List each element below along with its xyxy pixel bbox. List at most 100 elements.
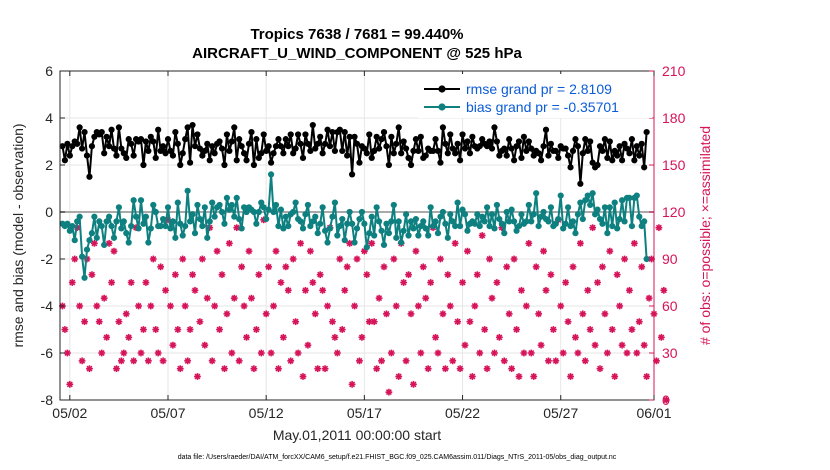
obs-count-point <box>368 239 376 247</box>
obs-count-point <box>618 341 626 349</box>
rmse-point <box>540 143 547 150</box>
obs-count-point <box>572 333 579 341</box>
bias-point <box>218 208 226 216</box>
x-tick-label: 05/22 <box>445 405 480 421</box>
rmse-point <box>123 154 130 162</box>
bias-point <box>64 220 71 227</box>
bias-point <box>265 206 272 213</box>
bias-point <box>275 223 282 230</box>
rmse-point <box>469 133 476 140</box>
bias-point <box>226 206 233 213</box>
rmse-point <box>572 136 579 143</box>
bias-point <box>113 218 120 225</box>
bias-point <box>464 227 471 234</box>
obs-count-point <box>591 341 599 349</box>
obs-count-point <box>343 263 351 271</box>
rmse-point <box>390 150 397 157</box>
rmse-point <box>263 147 270 154</box>
rmse-point <box>326 143 334 150</box>
obs-count-point <box>265 263 273 271</box>
obs-count-point <box>432 333 439 341</box>
bias-point <box>159 215 167 223</box>
rmse-point <box>245 140 253 147</box>
rmse-point <box>530 152 537 159</box>
bias-point <box>120 218 127 225</box>
rmse-point <box>562 145 569 152</box>
bias-point <box>93 234 100 241</box>
obs-count-point <box>152 326 160 333</box>
obs-count-point <box>194 373 201 380</box>
bias-point <box>78 253 86 260</box>
obs-count-point <box>324 302 331 310</box>
obs-count-point <box>532 263 540 271</box>
y-left-tick-label: 0 <box>45 204 53 220</box>
obs-count-point <box>255 271 263 279</box>
obs-count-point <box>157 263 165 271</box>
rmse-point <box>368 154 375 162</box>
bias-point <box>221 220 228 227</box>
rmse-point <box>417 133 424 140</box>
obs-count-point <box>628 326 636 333</box>
rmse-point <box>324 126 331 133</box>
bias-point <box>231 213 238 220</box>
bias-point <box>110 234 118 241</box>
rmse-point <box>589 159 596 166</box>
obs-count-point <box>336 255 344 263</box>
rmse-point <box>594 161 601 169</box>
obs-count-point <box>559 349 567 357</box>
bias-point <box>307 223 314 230</box>
bias-point <box>380 241 388 248</box>
bias-point <box>191 230 199 237</box>
rmse-point <box>258 150 265 157</box>
obs-count-point <box>287 357 295 365</box>
bias-point <box>555 215 562 223</box>
y-right-tick-label: 90 <box>662 251 678 267</box>
obs-count-point <box>456 365 464 373</box>
bias-point <box>314 230 321 237</box>
rmse-point <box>636 152 643 159</box>
bias-point <box>115 204 123 211</box>
obs-count-point <box>68 279 76 286</box>
bias-point <box>638 223 645 230</box>
rmse-point <box>199 152 206 159</box>
rmse-point <box>616 143 623 150</box>
rmse-point <box>172 129 179 136</box>
obs-count-point <box>392 302 400 310</box>
bias-point <box>86 237 93 244</box>
rmse-point <box>297 140 304 147</box>
obs-count-point <box>535 310 543 318</box>
rmse-point <box>312 145 319 152</box>
rmse-point <box>282 136 289 143</box>
rmse-point <box>88 143 96 150</box>
bias-point <box>361 220 368 227</box>
bias-point <box>321 227 329 234</box>
obs-count-point <box>351 302 358 310</box>
bias-point <box>356 215 363 223</box>
y-left-tick-label: 6 <box>45 63 53 79</box>
rmse-point <box>177 161 184 169</box>
bias-point <box>194 201 201 209</box>
rmse-point <box>319 150 326 157</box>
rmse-point <box>86 173 93 180</box>
obs-count-point <box>230 294 238 302</box>
y-left-tick-label: 4 <box>45 110 53 126</box>
bias-point <box>523 218 530 225</box>
rmse-point <box>280 150 287 157</box>
rmse-point <box>400 138 407 145</box>
rmse-point <box>385 161 393 169</box>
rmse-point <box>184 124 191 131</box>
rmse-point <box>270 150 277 157</box>
bias-point <box>206 218 213 225</box>
obs-count-point <box>417 349 425 357</box>
rmse-point <box>113 152 120 159</box>
x-tick-label: 05/12 <box>249 405 284 421</box>
bias-point <box>611 199 618 206</box>
obs-count-point <box>476 349 484 357</box>
rmse-point <box>518 154 525 162</box>
obs-count-point <box>127 279 135 286</box>
bias-point <box>169 218 177 225</box>
rmse-point <box>179 150 186 157</box>
bias-point <box>510 218 518 225</box>
bias-point <box>461 211 469 218</box>
rmse-point <box>292 145 299 152</box>
